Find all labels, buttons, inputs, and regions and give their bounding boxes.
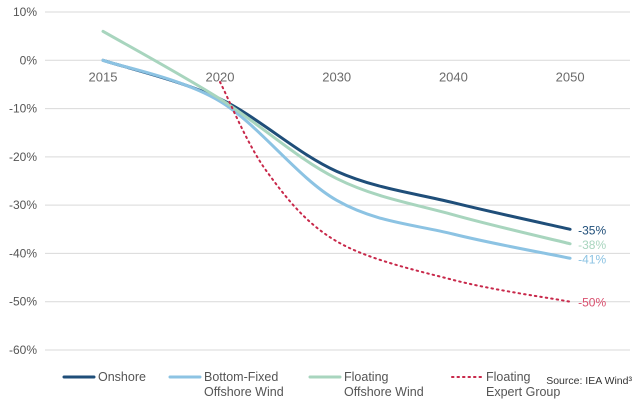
legend-label-bottom-fixed-offshore-wind: Bottom-Fixed Offshore Wind — [204, 370, 284, 399]
legend-label-floating-expert-group: Floating Expert Group — [486, 370, 560, 399]
x-tick-label: 2040 — [439, 69, 468, 84]
series-lines — [101, 29, 572, 303]
x-tick-label: 2030 — [322, 69, 351, 84]
series-line-onshore — [101, 58, 572, 231]
series-line-floating-offshore-wind — [101, 29, 572, 246]
x-axis-ticks: 2015 2020 2030 2040 2050 — [89, 69, 585, 84]
legend: Onshore Bottom-Fixed Offshore Wind Floating… — [62, 370, 560, 399]
end-label-bottom-fixed-offshore-wind: -41% — [578, 252, 606, 266]
y-tick-label: -20% — [9, 150, 37, 164]
end-label-floating-expert-group: -50% — [578, 296, 606, 310]
x-tick-label: 2015 — [89, 69, 118, 84]
legend-label-floating-offshore-wind: Floating Offshore Wind — [344, 370, 424, 399]
series-line-bottom-fixed-offshore-wind — [101, 58, 572, 260]
end-label-floating-offshore-wind: -38% — [578, 238, 606, 252]
y-tick-label: -40% — [9, 246, 37, 260]
y-tick-label: -30% — [9, 198, 37, 212]
y-tick-label: -10% — [9, 102, 37, 116]
series-line-floating-expert-group — [219, 81, 572, 303]
y-tick-label: -60% — [9, 343, 37, 357]
grid-lines — [45, 11, 630, 351]
x-tick-label: 2020 — [206, 69, 235, 84]
y-tick-label: 0% — [20, 53, 38, 67]
legend-label-onshore: Onshore — [98, 370, 146, 384]
y-axis-ticks: 10% 0% -10% -20% -30% -40% -50% -60% — [9, 5, 37, 357]
source-note: Source: IEA Wind³ — [546, 375, 632, 387]
x-tick-label: 2050 — [556, 69, 585, 84]
end-labels: -35% -41%-38% -50% — [578, 223, 606, 309]
end-label-onshore: -35% — [578, 223, 606, 237]
y-tick-label: -50% — [9, 295, 37, 309]
y-tick-label: 10% — [13, 5, 37, 19]
